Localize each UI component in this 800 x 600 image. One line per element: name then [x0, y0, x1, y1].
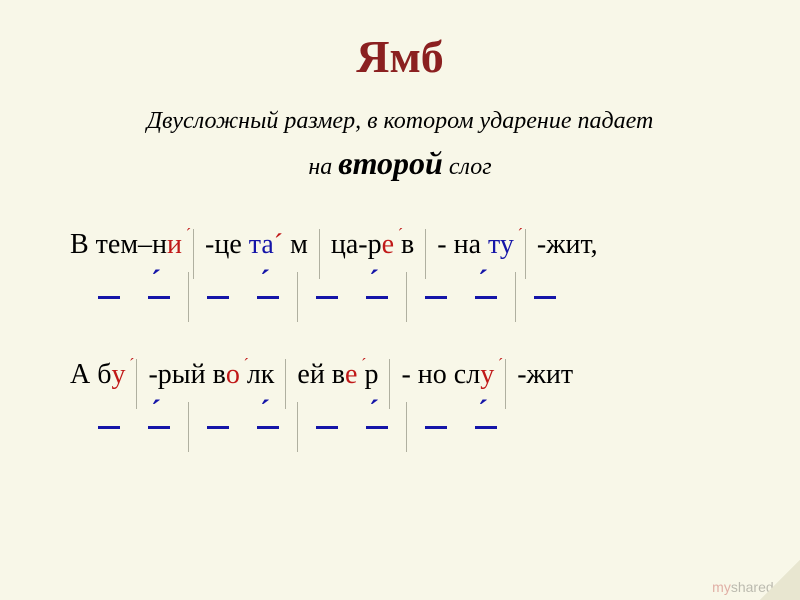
stressed-syllable-mark: [475, 296, 497, 299]
stressed-syllable-mark: [148, 426, 170, 429]
stressed-syllable-mark: [148, 296, 170, 299]
foot-divider: [297, 272, 298, 322]
syllable: - на ту´: [437, 229, 514, 261]
unstressed-syllable-mark: [98, 296, 120, 299]
foot-divider: [406, 402, 407, 452]
definition: Двусложный размер, в котором ударение па…: [0, 103, 800, 212]
unstressed-syllable-mark: [316, 426, 338, 429]
unstressed-syllable-mark: [316, 296, 338, 299]
syllable: -жит: [517, 359, 573, 391]
unstressed-syllable-mark: [425, 296, 447, 299]
unstressed-syllable-mark: [207, 296, 229, 299]
definition-emphasis: второй: [338, 145, 443, 181]
scansion-line-1: [0, 272, 800, 342]
unstressed-syllable-mark: [207, 426, 229, 429]
foot-divider: [188, 402, 189, 452]
stressed-syllable-mark: [257, 296, 279, 299]
stressed-syllable-mark: [366, 296, 388, 299]
syllable: А бу´: [70, 359, 125, 391]
syllable: -рый во´ лк: [148, 359, 274, 391]
unstressed-syllable-mark: [534, 296, 556, 299]
foot-divider: [297, 402, 298, 452]
syllable: В тем–ни´: [70, 229, 182, 261]
stressed-syllable-mark: [257, 426, 279, 429]
definition-line2-pre: на: [308, 154, 338, 180]
stressed-syllable-mark: [366, 426, 388, 429]
syllable: ей ве´ р: [297, 359, 378, 391]
syllable: -жит,: [537, 229, 598, 261]
foot-divider: [188, 272, 189, 322]
example-line-2: А бу´ -рый во´ лк ей ве´ р - но слу´ -жи…: [0, 352, 800, 402]
definition-line1: Двусложный размер, в котором ударение па…: [147, 108, 654, 134]
foot-divider: [515, 272, 516, 322]
example-line-1: В тем–ни´ -це та´ м ца-ре´ в - на ту´ -ж…: [0, 222, 800, 272]
syllable: - но слу´: [401, 359, 494, 391]
syllable: -це та´ м: [205, 229, 308, 261]
scansion-line-2: [0, 402, 800, 472]
corner-fold-icon: [760, 560, 800, 600]
definition-line2-post: слог: [443, 154, 492, 180]
unstressed-syllable-mark: [98, 426, 120, 429]
unstressed-syllable-mark: [425, 426, 447, 429]
stressed-syllable-mark: [475, 426, 497, 429]
syllable: ца-ре´ в: [331, 229, 414, 261]
foot-divider: [406, 272, 407, 322]
page-title: Ямб: [0, 0, 800, 103]
